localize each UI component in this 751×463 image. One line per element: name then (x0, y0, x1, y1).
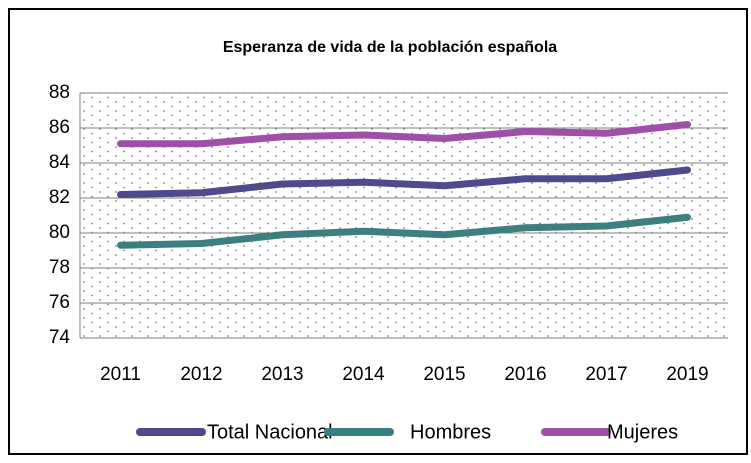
x-tick-label: 2012 (180, 364, 222, 385)
x-tick-label: 2014 (342, 364, 385, 385)
x-tick-label: 2019 (666, 364, 708, 385)
y-tick-label: 88 (49, 82, 70, 103)
x-tick-label: 2016 (504, 364, 546, 385)
line-series (117, 166, 691, 198)
x-tick-label: 2015 (423, 364, 465, 385)
y-tick-label: 76 (49, 292, 70, 313)
y-tick-label: 78 (49, 257, 70, 278)
x-tick-label: 2017 (585, 364, 627, 385)
y-tick-label: 82 (49, 187, 70, 208)
y-tick-label: 86 (49, 117, 70, 138)
y-tick-label: 80 (49, 222, 70, 243)
x-tick-label: 2013 (261, 364, 303, 385)
y-tick-label: 84 (49, 152, 71, 173)
line-series (117, 121, 691, 148)
line-series (117, 213, 691, 249)
legend-label: Total Nacional (207, 421, 333, 443)
y-tick-label: 74 (49, 327, 71, 348)
legend-label: Mujeres (607, 421, 678, 443)
chart-title: Esperanza de vida de la población españo… (223, 39, 557, 56)
legend-label: Hombres (410, 421, 491, 443)
x-tick-label: 2011 (100, 364, 141, 385)
